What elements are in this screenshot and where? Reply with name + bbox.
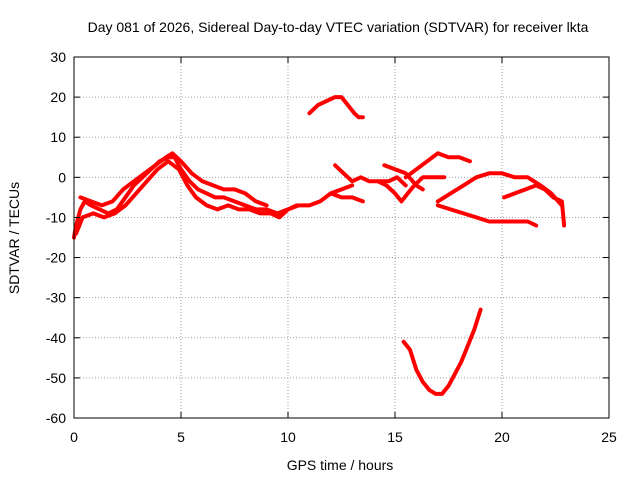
series-group [72,95,567,396]
x-tick-label: 5 [177,429,185,445]
x-tick-label: 15 [387,429,403,445]
series-line-lower-12-14 [328,191,365,204]
series-line-arc-11-13 [307,95,365,120]
ticks: 0 5 10 15 20 25 30 20 10 0 -10 -20 -30 -40 -50 -60 [46,49,617,445]
y-tick-label: 20 [50,89,66,105]
y-tick-label: 0 [58,169,66,185]
series-line-cross-14-16 [382,163,425,192]
x-tick-label: 0 [70,429,78,445]
x-tick-label: 10 [280,429,296,445]
x-axis-label: GPS time / hours [287,457,394,473]
series-line-dip-15-19 [401,307,483,396]
y-tick-label: -10 [46,209,66,225]
series-line-cross-14-16b [375,175,408,188]
series-line-lower-right [435,203,539,228]
series-line-right-lower [502,183,567,228]
y-tick-label: 30 [50,49,66,65]
y-tick-label: -40 [46,330,66,346]
series-line-main-upper [78,151,269,208]
series-line-main-lower [74,159,299,236]
x-tick-label: 20 [494,429,510,445]
y-axis-label: SDTVAR / TECUs [6,182,22,294]
y-tick-label: -60 [46,410,66,426]
y-tick-label: -20 [46,250,66,266]
chart-title: Day 081 of 2026, Sidereal Day-to-day VTE… [88,19,589,35]
x-tick-label: 25 [601,429,617,445]
y-tick-label: 10 [50,129,66,145]
plot-frame [73,56,610,419]
series-line-bump-16-18 [403,151,472,180]
y-tick-label: -50 [46,370,66,386]
y-tick-label: -30 [46,290,66,306]
series-line-mid-12-15 [333,163,447,204]
grid [74,57,609,418]
